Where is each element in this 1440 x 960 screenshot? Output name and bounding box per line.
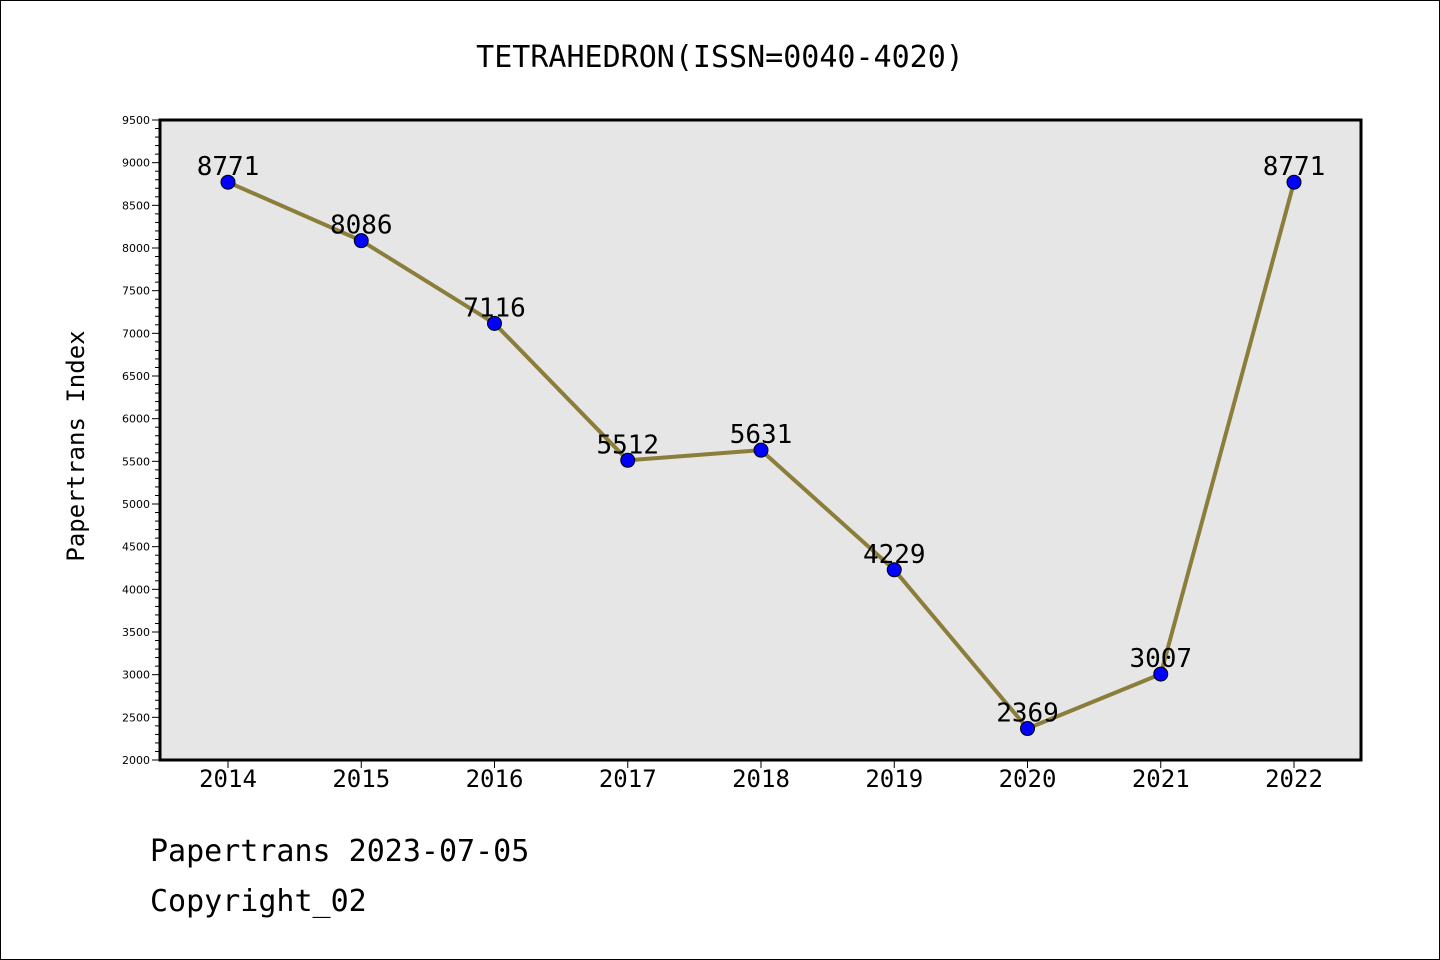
y-tick-label: 2000 [122, 754, 150, 767]
data-point [1020, 721, 1035, 737]
y-tick-label: 4500 [122, 541, 150, 554]
y-tick-label: 6500 [122, 370, 150, 383]
series-layer: 8771 8086 7116 5512 5631 4229 2369 3007 8771 [197, 152, 1326, 737]
x-tick-label: 2017 [599, 765, 657, 793]
data-label: 8771 [197, 152, 260, 182]
plot-area [158, 118, 1363, 762]
data-label: 5631 [730, 420, 793, 450]
x-tick-label: 2020 [999, 765, 1057, 793]
footer-copyright: Copyright_02 [150, 884, 367, 919]
footer-date: Papertrans 2023-07-05 [150, 834, 530, 869]
x-tick-label: 2014 [199, 765, 257, 793]
data-point [1286, 174, 1302, 190]
y-tick-label: 2500 [122, 711, 150, 724]
x-tick-label: 2019 [865, 765, 923, 793]
x-tick-label: 2016 [466, 765, 524, 793]
x-axis: 2014 2015 2016 2017 2018 2019 2020 2021 2022 [199, 760, 1323, 793]
y-tick-label: 7000 [122, 327, 150, 340]
x-tick-label: 2022 [1265, 765, 1323, 793]
y-tick-label: 6000 [122, 413, 150, 426]
y-tick-label: 3500 [122, 626, 150, 639]
y-tick-label: 5500 [122, 455, 150, 468]
y-tick-label: 9500 [122, 114, 150, 127]
data-label: 5512 [596, 430, 659, 460]
y-tick-label: 8500 [122, 199, 150, 212]
data-label: 8771 [1263, 152, 1326, 182]
data-point [886, 562, 902, 578]
data-point [487, 315, 502, 331]
y-axis-label: Papertrans Index [62, 330, 90, 561]
y-tick-label: 3000 [122, 669, 150, 682]
y-axis: 2000 2500 3000 3500 4000 4500 5000 5500 6000 6500… [122, 114, 160, 767]
data-point [753, 442, 769, 458]
x-tick-label: 2018 [732, 765, 790, 793]
x-tick-label: 2015 [332, 765, 390, 793]
data-point [220, 174, 236, 190]
data-label: 2369 [996, 699, 1059, 729]
data-point [353, 233, 369, 249]
data-label: 3007 [1129, 644, 1192, 674]
data-label: 7116 [463, 293, 526, 323]
y-tick-label: 5000 [122, 498, 150, 511]
data-point [620, 452, 636, 468]
x-tick-label: 2021 [1132, 765, 1190, 793]
y-tick-label: 8000 [122, 242, 150, 255]
data-label: 8086 [330, 211, 393, 241]
data-label: 4229 [863, 540, 926, 570]
data-point [1153, 666, 1169, 682]
y-tick-label: 4000 [122, 583, 150, 596]
chart-title: TETRAHEDRON(ISSN=0040-4020) [476, 40, 964, 75]
y-tick-label: 9000 [122, 157, 150, 170]
y-tick-label: 7500 [122, 285, 150, 298]
